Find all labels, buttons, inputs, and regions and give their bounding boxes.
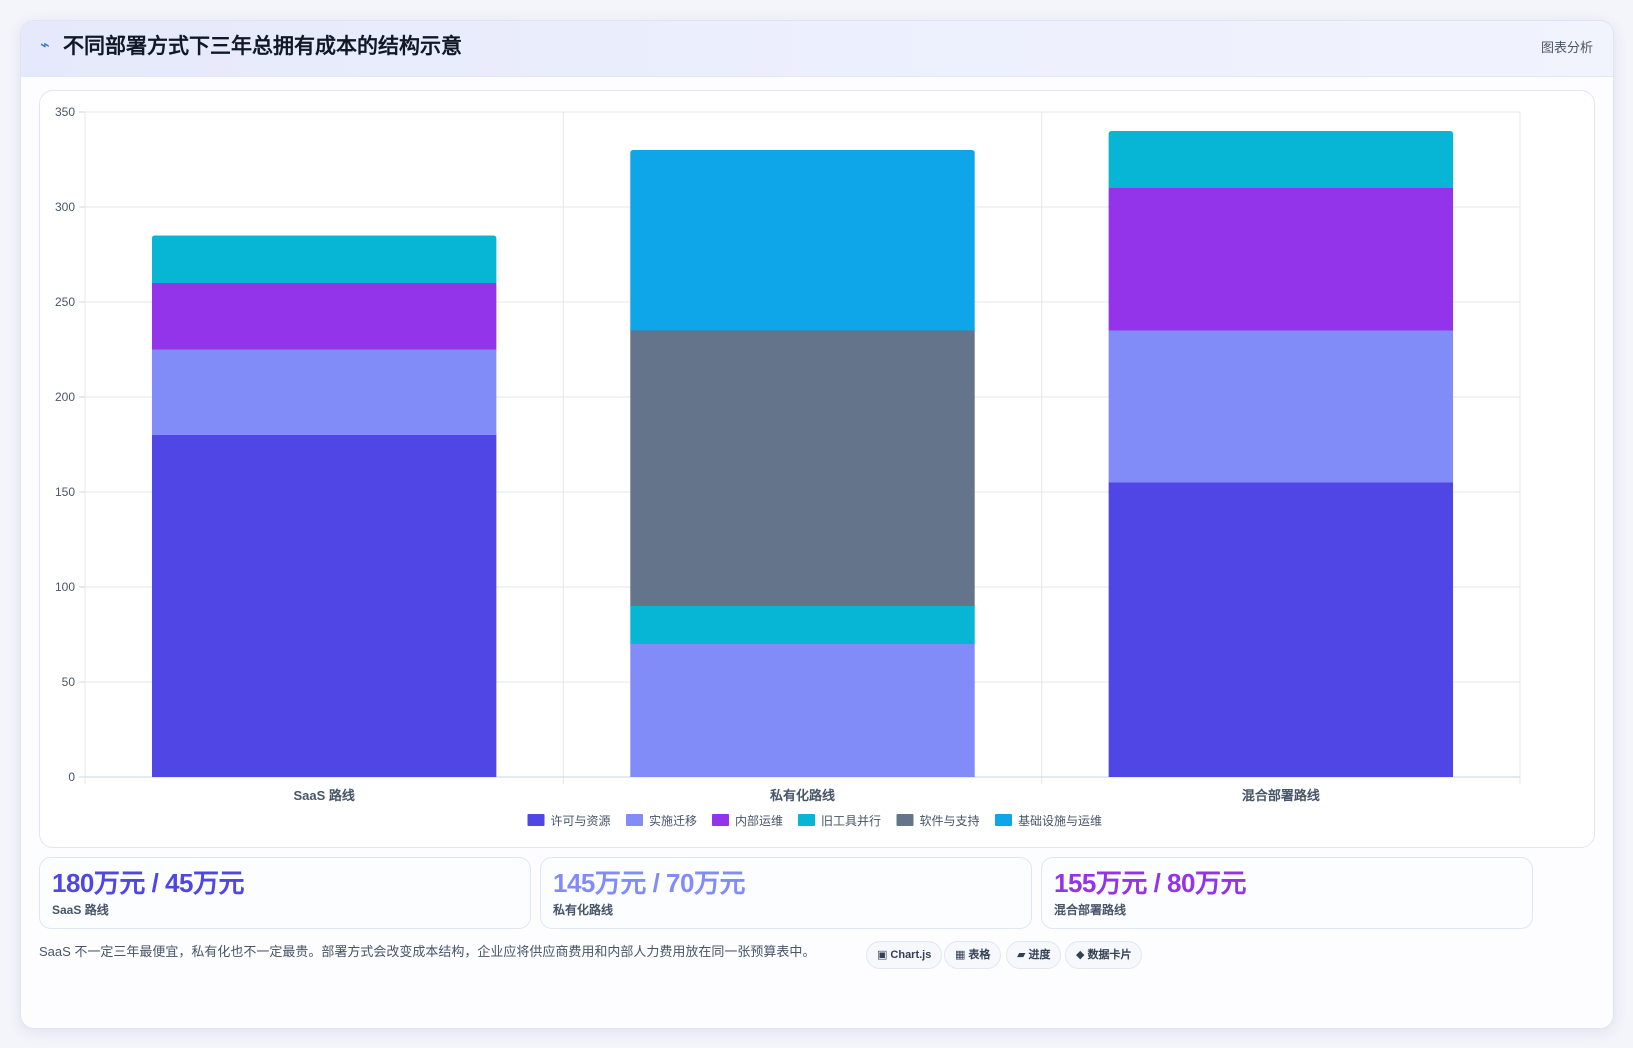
y-tick-label: 250 — [55, 295, 75, 309]
chip-label: Chart.js — [890, 949, 932, 961]
chip-label: 进度 — [1028, 949, 1051, 961]
bar-segment — [630, 330, 975, 606]
stat-value: 180万元 / 45万元 — [52, 868, 244, 898]
stat-label: SaaS 路线 — [52, 903, 109, 917]
chip-chartjs[interactable]: ▣ Chart.js — [866, 941, 943, 969]
stat-label: 混合部署路线 — [1054, 903, 1127, 917]
y-tick-label: 0 — [68, 770, 75, 784]
y-tick-label: 150 — [55, 485, 75, 499]
chip-label: 数据卡片 — [1087, 949, 1132, 961]
bar-segment — [151, 435, 497, 777]
x-tick-label: 混合部署路线 — [1242, 788, 1320, 803]
legend-swatch — [995, 814, 1012, 826]
y-tick-label: 350 — [55, 105, 75, 119]
bar-segment — [151, 235, 497, 283]
footer-note: SaaS 不一定三年最便宜，私有化也不一定最贵。部署方式会改变成本结构，企业应将… — [39, 944, 816, 959]
legend-swatch — [527, 814, 545, 826]
bar-segment — [630, 606, 975, 644]
legend-swatch — [712, 814, 729, 826]
stat-card-saas: 180万元 / 45万元 SaaS 路线 — [39, 857, 531, 929]
bar-segment — [630, 644, 975, 777]
stats-row: 180万元 / 45万元 SaaS 路线 145万元 / 70万元 私有化路线 … — [39, 857, 1595, 929]
card-header: ⌁ 不同部署方式下三年总拥有成本的结构示意 图表分析 — [21, 21, 1613, 77]
chart-card: ⌁ 不同部署方式下三年总拥有成本的结构示意 图表分析 0 50 100 150 200 2… — [20, 20, 1614, 1029]
chart-analysis-tag: 图表分析 — [1540, 40, 1593, 55]
y-tick-label: 300 — [55, 200, 75, 214]
legend-label: 实施迁移 — [649, 813, 697, 828]
legend-label: 软件与支持 — [920, 813, 980, 828]
stat-label: 私有化路线 — [553, 903, 614, 917]
legend-swatch — [896, 814, 914, 826]
bar-segment — [1108, 482, 1454, 777]
chart-icon: ▣ — [877, 949, 888, 961]
bar-segment — [151, 349, 497, 435]
activity-icon: ⌁ — [40, 37, 50, 54]
table-icon: ▦ — [955, 949, 966, 961]
y-tick-label: 100 — [55, 580, 75, 594]
stat-value: 155万元 / 80万元 — [1054, 868, 1246, 898]
bar-segment — [151, 283, 497, 350]
chip-label: 表格 — [968, 949, 991, 961]
stat-card-private: 145万元 / 70万元 私有化路线 — [540, 857, 1032, 929]
legend-swatch — [798, 814, 815, 826]
x-tick-label: SaaS 路线 — [293, 788, 354, 803]
chip-data-card[interactable]: ◆ 数据卡片 — [1065, 941, 1143, 969]
progress-icon: ▰ — [1017, 949, 1026, 961]
legend-label: 许可与资源 — [551, 814, 611, 828]
data-card-icon: ◆ — [1076, 949, 1085, 961]
bar-segment — [1108, 330, 1454, 483]
legend-label: 旧工具并行 — [821, 814, 881, 828]
x-tick-label: 私有化路线 — [770, 788, 835, 803]
y-tick-label: 200 — [55, 390, 75, 404]
legend-swatch — [626, 814, 643, 826]
legend-label: 基础设施与运维 — [1018, 814, 1102, 828]
stacked-bar-chart: 0 50 100 150 200 250 300 350 SaaS 路线 私有化路线 混合部署路线许… — [55, 105, 1521, 828]
bar-segment — [1108, 188, 1454, 331]
chart-panel: 0 50 100 150 200 250 300 350 SaaS 路线 私有化路线 混合部署路线许… — [39, 90, 1595, 848]
bar-segment — [1108, 131, 1454, 188]
stat-value: 145万元 / 70万元 — [553, 868, 745, 898]
chip-progress[interactable]: ▰ 进度 — [1006, 941, 1062, 969]
y-tick-label: 50 — [62, 675, 76, 689]
chip-table[interactable]: ▦ 表格 — [944, 941, 1002, 969]
stat-card-hybrid: 155万元 / 80万元 混合部署路线 — [1041, 857, 1533, 929]
legend-label: 内部运维 — [735, 813, 783, 828]
chart-title: 不同部署方式下三年总拥有成本的结构示意 — [63, 35, 462, 58]
bar-segment — [630, 150, 975, 331]
